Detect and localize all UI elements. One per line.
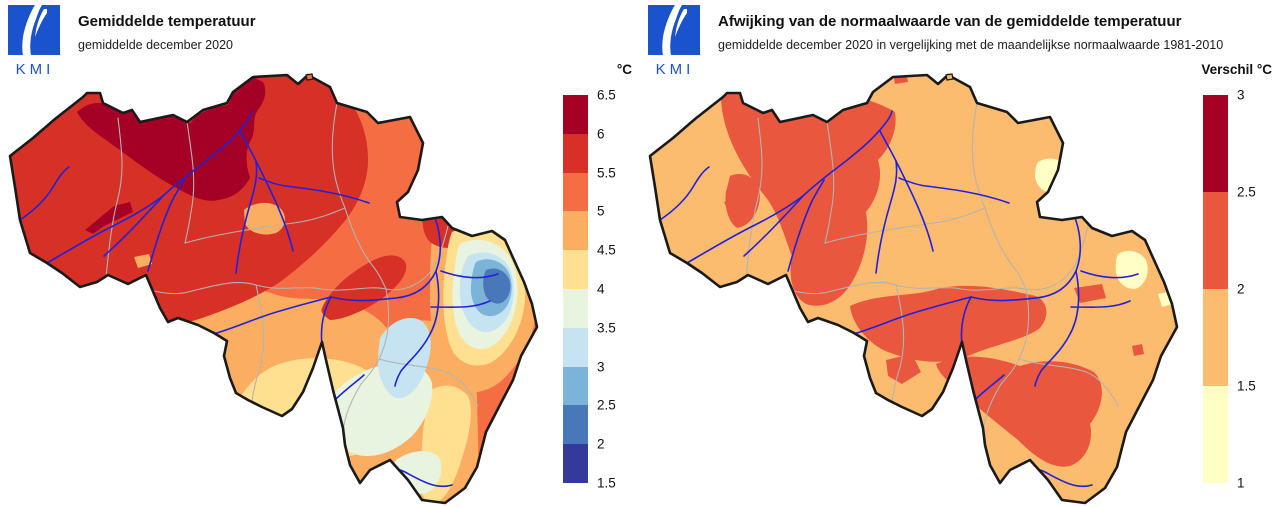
- country-outline: [648, 73, 1179, 505]
- region-band-1: [886, 354, 921, 384]
- legend-tick-label: 3: [1237, 87, 1245, 103]
- map-regions: [650, 75, 1177, 503]
- map-regions: [10, 75, 537, 503]
- temperature-panel: KMI Gemiddelde temperatuur gemiddelde de…: [8, 5, 638, 505]
- map-subtitle: gemiddelde december 2020: [78, 38, 233, 52]
- legend-tick-label: 3.5: [597, 320, 616, 336]
- legend-band: [1203, 192, 1228, 289]
- belgium-temperature-map: [8, 73, 539, 505]
- kmi-logo: KMI: [648, 5, 700, 77]
- legend-tick-label: 2: [597, 436, 605, 452]
- legend-title: Verschil °C: [1201, 62, 1272, 77]
- map-title: Gemiddelde temperatuur: [78, 13, 256, 30]
- region-band-8: [483, 268, 511, 304]
- legend-tick-label: 4.5: [597, 242, 616, 258]
- region-band-1: [321, 255, 407, 320]
- belgium-anomaly-map: [648, 73, 1179, 505]
- baarle-enclave-dot: [945, 73, 954, 81]
- legend-tick-label: 2: [1237, 281, 1245, 297]
- region-band-1: [893, 75, 908, 84]
- region-band-3: [244, 202, 285, 235]
- region-band-3: [134, 254, 152, 268]
- legend-tick-label: 5: [597, 203, 605, 219]
- legend-tick-label: 2.5: [597, 397, 616, 413]
- legend-band: [563, 211, 588, 251]
- legend-band: [563, 366, 588, 406]
- baarle-enclave-dot: [305, 73, 314, 81]
- anomaly-legend: Verschil °C 3 2.5 2 1.5 1: [1201, 60, 1278, 500]
- title-block: Afwijking van de normaalwaarde van de ge…: [718, 13, 1223, 52]
- region-band-1: [1132, 344, 1144, 356]
- region-band-1: [1074, 284, 1106, 303]
- kmi-logo-text: KMI: [15, 61, 55, 78]
- kmi-logo-text: KMI: [655, 61, 695, 78]
- kmi-logo-icon: [8, 5, 60, 55]
- region-band-0: [85, 202, 133, 234]
- title-block: Gemiddelde temperatuur gemiddelde decemb…: [78, 13, 256, 52]
- legend-tick-labels: 3 2.5 2 1.5 1: [1237, 88, 1277, 491]
- anomaly-panel: KMI Afwijking van de normaalwaarde van d…: [640, 0, 1280, 507]
- map-subtitle: gemiddelde december 2020 in vergelijking…: [718, 38, 1224, 52]
- legend-color-bar: [563, 95, 588, 483]
- legend-band: [1203, 289, 1228, 386]
- legend-band: [1203, 95, 1228, 192]
- legend-band: [563, 444, 588, 483]
- legend-tick-label: 4: [597, 281, 605, 297]
- temperature-legend: °C 6.5 6 5.5 5 4.5 4 3.5 3 2.5 2 1.5: [563, 60, 638, 500]
- legend-band: [563, 288, 588, 328]
- legend-tick-label: 2.5: [1237, 184, 1256, 200]
- legend-tick-label: 1: [1237, 475, 1245, 491]
- legend-band: [563, 250, 588, 289]
- kmi-logo: KMI: [8, 5, 60, 77]
- map-title: Afwijking van de normaalwaarde van de ge…: [718, 13, 1182, 30]
- region-band-3: [1115, 250, 1148, 289]
- country-outline: [8, 73, 539, 505]
- legend-band: [563, 327, 588, 367]
- region-band-1: [850, 285, 1047, 362]
- legend-band: [563, 405, 588, 445]
- region-band-6: [378, 318, 431, 399]
- region-band-0: [77, 77, 266, 201]
- legend-tick-label: 3: [597, 359, 605, 375]
- kmi-logo-icon: [648, 5, 700, 55]
- legend-band: [563, 95, 588, 134]
- legend-band: [1203, 386, 1228, 483]
- legend-tick-label: 1.5: [1237, 378, 1256, 394]
- legend-tick-label: 6: [597, 126, 605, 142]
- region-band-1: [724, 195, 757, 222]
- legend-band: [563, 172, 588, 212]
- region-band-1: [936, 356, 1102, 467]
- legend-title: °C: [616, 62, 632, 77]
- legend-tick-label: 5.5: [597, 165, 616, 181]
- region-band-1: [721, 87, 896, 306]
- legend-tick-label: 1.5: [597, 475, 616, 491]
- legend-band: [563, 133, 588, 173]
- legend-color-bar: [1203, 95, 1228, 483]
- legend-tick-labels: 6.5 6 5.5 5 4.5 4 3.5 3 2.5 2 1.5: [597, 88, 637, 491]
- legend-tick-label: 6.5: [597, 87, 616, 103]
